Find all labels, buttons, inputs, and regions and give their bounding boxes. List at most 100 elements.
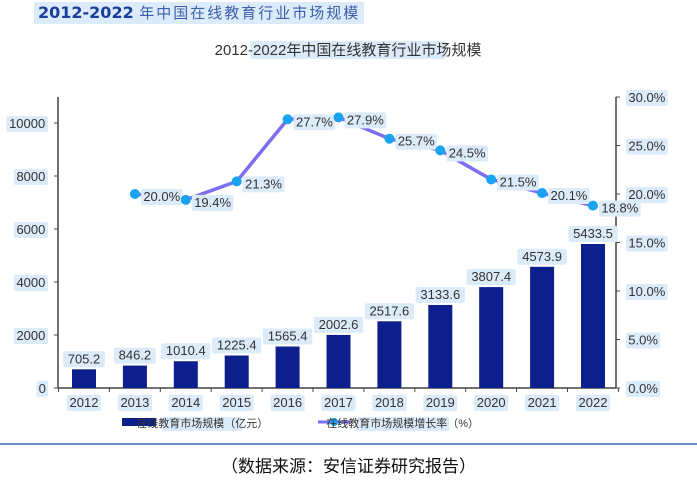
bar-label-2013-bg (114, 347, 156, 364)
x-tick-label-2018-bg (372, 395, 407, 411)
legend-line-marker (330, 418, 338, 426)
legend-bar-label-group: 在线教育市场规模（亿元） (136, 416, 268, 431)
x-tick-label-2012-bg (66, 395, 102, 411)
left-tick-label: 0 (39, 381, 46, 396)
chart: 2012-2022年中国在线教育行业市场规模 0 2000 4000 6000 8000 1… (6, 41, 668, 431)
left-tick-label: 6000 (16, 222, 45, 237)
right-tick-label-bg (626, 235, 668, 252)
bar-label-2020: 3807.4 (471, 269, 511, 284)
left-tick-label-group: 0 (36, 381, 48, 397)
bar-label-2014-bg (161, 343, 211, 360)
bar-2021 (530, 266, 555, 388)
left-tick-label-group: 10000 (6, 116, 49, 132)
bar-label-2016-bg (262, 328, 313, 345)
growth-point-2019 (435, 145, 446, 156)
x-tick-label-2013-group: 2013 (117, 395, 152, 411)
growth-label-2017-group: 27.9% (344, 112, 387, 129)
x-tick-label-2017-group: 2017 (321, 395, 356, 411)
growth-label-2014-bg (191, 194, 234, 211)
source-caption: （数据来源：安信证券研究报告） (221, 457, 476, 477)
x-tick-label-2016: 2016 (273, 395, 302, 410)
x-tick-label-2013: 2013 (120, 395, 149, 410)
bar-label-2015-group: 1225.4 (212, 337, 262, 354)
growth-point-2022 (588, 200, 598, 211)
chart-title-bg (250, 41, 446, 59)
bar-label-2018-group: 2517.6 (364, 303, 415, 320)
growth-label-2022-group: 18.8% (599, 200, 641, 217)
growth-label-2018-bg (395, 133, 438, 150)
bar-label-2015-bg (212, 337, 262, 354)
growth-label-2014: 19.4% (194, 195, 231, 210)
left-tick-label: 2000 (16, 328, 45, 343)
separator-line (0, 443, 697, 445)
growth-point-2014 (180, 194, 191, 205)
growth-label-2018-group: 25.7% (395, 133, 438, 150)
growth-label-2013-bg (140, 189, 183, 205)
bar-2022 (581, 244, 605, 388)
bar-label-2013-group: 846.2 (114, 347, 156, 364)
bar-label-2019-group: 3133.6 (415, 286, 465, 303)
x-tick-label-2016-group: 2016 (270, 395, 305, 411)
growth-label-2021-bg (548, 188, 590, 205)
bar-2012 (72, 369, 96, 388)
x-tick-label-2021-group: 2021 (525, 395, 560, 411)
right-tick-label: 25.0% (628, 139, 665, 154)
bar-label-2017: 2002.6 (319, 317, 359, 332)
bar-label-2018-bg (364, 303, 415, 320)
bar-label-2021-group: 4573.9 (517, 248, 567, 265)
x-tick-label-2015-bg (219, 395, 254, 411)
growth-label-2013-group: 20.0% (140, 189, 183, 205)
chart-title: 2012-2022年中国在线教育行业市场规模 (215, 42, 482, 59)
growth-label-2016: 27.7% (296, 114, 333, 129)
legend-line-label-group: 在线教育市场规模增长率（%） (326, 416, 479, 431)
bar-label-2018: 2517.6 (370, 303, 410, 318)
x-tick-label-2017-bg (321, 395, 356, 411)
bar-label-2015: 1225.4 (217, 338, 257, 353)
x-tick-label-2013-bg (117, 395, 152, 411)
growth-label-2015-group: 21.3% (242, 176, 285, 193)
right-tick-label-group: 20.0% (626, 187, 668, 203)
x-tick-label-2015-group: 2015 (219, 395, 254, 411)
x-tick-label-2016-bg (270, 395, 305, 411)
growth-line (134, 115, 594, 208)
left-tick-label-group: 6000 (13, 222, 48, 238)
bar-label-2020-bg (466, 269, 516, 286)
left-tick-label: 8000 (16, 169, 45, 184)
growth-label-2018: 25.7% (398, 134, 435, 149)
x-tick-label-2021: 2021 (528, 395, 557, 410)
growth-label-2015-bg (242, 176, 285, 193)
x-tick-label-2017: 2017 (324, 395, 353, 410)
x-tick-label-2018: 2018 (375, 395, 404, 410)
bar-label-2022-group: 5433.5 (568, 226, 618, 243)
bar-2020 (479, 287, 504, 388)
growth-point-2018 (384, 133, 395, 144)
right-tick-label-bg (626, 138, 668, 155)
growth-label-2017: 27.9% (347, 112, 384, 127)
right-tick-label-bg (626, 284, 668, 300)
bar-label-2022: 5433.5 (573, 226, 613, 241)
x-tick-label-2019-group: 2019 (423, 395, 458, 411)
right-tick-label: 0.0% (628, 381, 658, 396)
x-tick-label-2014: 2014 (171, 395, 200, 410)
right-tick-label-group: 25.0% (626, 138, 668, 155)
legend-bar-swatch (122, 418, 156, 426)
x-tick-label-2015: 2015 (222, 395, 251, 410)
bar-label-2019: 3133.6 (420, 287, 460, 302)
x-tick-label-2022-group: 2022 (575, 395, 611, 411)
growth-point-2017 (333, 112, 344, 123)
x-tick-label-2014-bg (168, 395, 203, 411)
growth-label-2020-group: 21.5% (497, 174, 539, 191)
left-tick-label-bg (13, 169, 48, 185)
bar-label-2012: 705.2 (68, 351, 101, 366)
right-tick-label: 10.0% (628, 284, 665, 299)
right-tick-label: 5.0% (628, 333, 658, 348)
header-title-year: 2012-2022 (38, 3, 134, 22)
bar-label-2012-group: 705.2 (63, 351, 105, 368)
right-tick-label-bg (626, 332, 661, 349)
growth-label-2014-group: 19.4% (191, 194, 234, 211)
growth-label-2021: 20.1% (551, 188, 588, 203)
left-tick-label-bg (13, 275, 48, 291)
x-tick-label-2021-bg (525, 395, 560, 411)
growth-label-2019-group: 24.5% (446, 145, 488, 162)
bar-2018 (377, 321, 402, 388)
